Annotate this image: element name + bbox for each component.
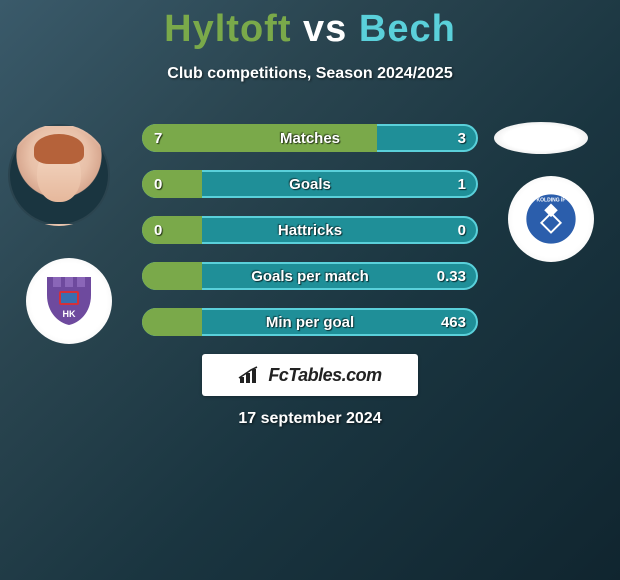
brand-badge: FcTables.com [202, 354, 418, 396]
stat-row: 73Matches [142, 124, 478, 152]
svg-text:HK: HK [63, 309, 76, 319]
stat-label: Hattricks [142, 216, 478, 244]
date-label: 17 september 2024 [0, 410, 620, 428]
svg-text:KOLDING IF: KOLDING IF [537, 198, 566, 204]
subtitle: Club competitions, Season 2024/2025 [0, 65, 620, 83]
brand-text: FcTables.com [268, 365, 381, 386]
stat-row: 00Hattricks [142, 216, 478, 244]
team-right-crest: KOLDING IF [508, 176, 594, 262]
stat-row: 0.33Goals per match [142, 262, 478, 290]
stat-label: Goals per match [142, 262, 478, 290]
crest-right-icon: KOLDING IF [522, 190, 580, 248]
page-title: Hyltoft vs Bech [0, 0, 620, 51]
stat-row: 01Goals [142, 170, 478, 198]
player-right-avatar [494, 122, 588, 154]
title-right: Bech [359, 8, 456, 50]
title-left: Hyltoft [164, 8, 291, 50]
comparison-bars: 73Matches 01Goals 00Hattricks 0.33Goals per… [142, 124, 478, 354]
title-vs: vs [303, 8, 347, 50]
stat-row: 463Min per goal [142, 308, 478, 336]
team-left-crest: HK [26, 258, 112, 344]
player-left-avatar [8, 124, 110, 226]
stat-label: Goals [142, 170, 478, 198]
stat-label: Matches [142, 124, 478, 152]
crest-left-icon: HK [39, 271, 99, 331]
stat-label: Min per goal [142, 308, 478, 336]
chart-icon [238, 365, 264, 385]
